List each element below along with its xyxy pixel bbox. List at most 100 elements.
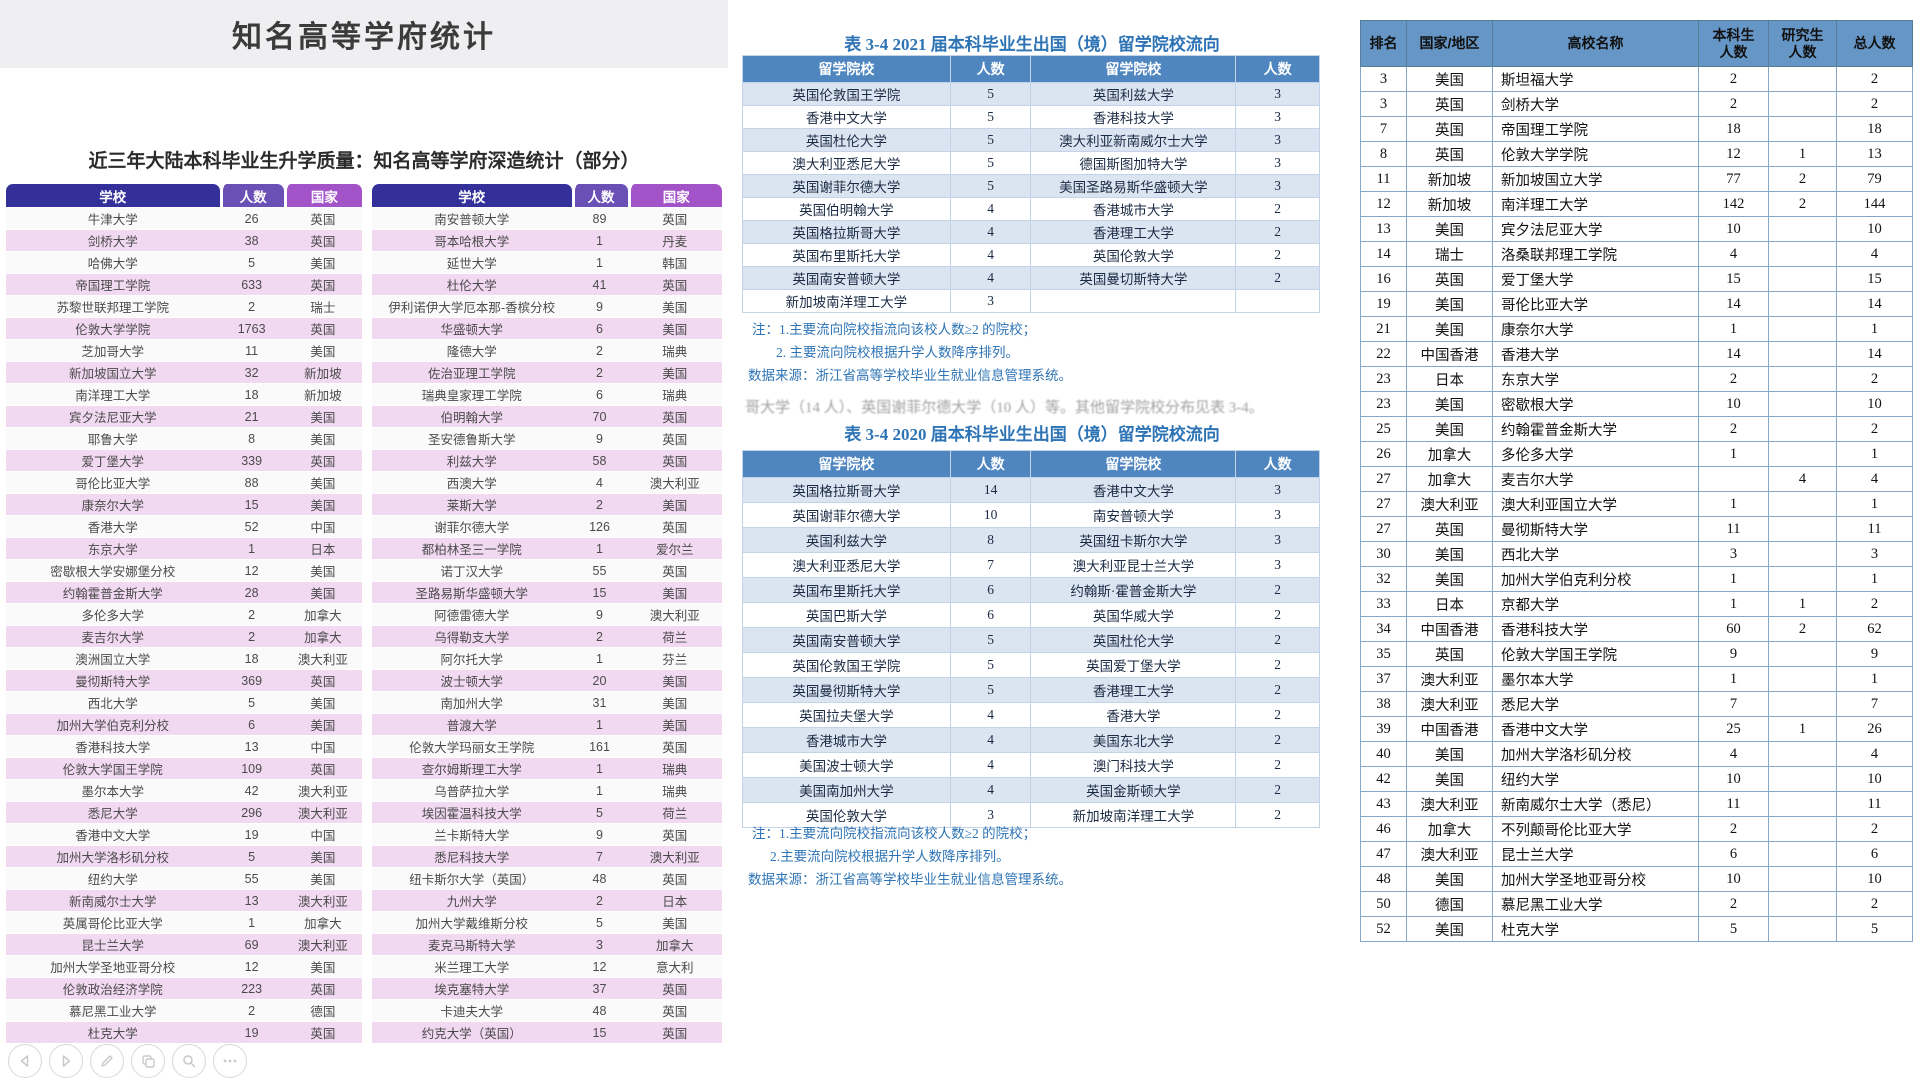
table-cell: 英国 <box>283 978 362 999</box>
table-cell: 2 <box>1836 891 1913 917</box>
table-cell: 慕尼黑工业大学 <box>6 1000 220 1021</box>
table-cell: 2 <box>1235 602 1320 628</box>
table-row: 瑞典皇家理工学院 6 瑞典 <box>372 384 722 405</box>
table-cell: 6 <box>949 602 1032 628</box>
col-header-undergrad: 本科生 人数 <box>1698 20 1769 67</box>
table-cell: 1 <box>571 252 628 273</box>
table-cell: 九州大学 <box>372 890 572 911</box>
table-cell: 美国 <box>283 692 362 713</box>
table-cell <box>1768 241 1837 267</box>
table-cell: 澳洲国立大学 <box>6 648 220 669</box>
table-cell <box>1768 741 1837 767</box>
zoom-button[interactable] <box>172 1044 206 1078</box>
table-cell: 1 <box>1698 491 1769 517</box>
table-cell: 中国香港 <box>1406 716 1493 742</box>
table-cell: 都柏林圣三一学院 <box>372 538 572 559</box>
table-row: 38 澳大利亚 悉尼大学 7 7 <box>1360 691 1913 717</box>
table-cell: 33 <box>1360 591 1407 617</box>
table-cell: 美国 <box>283 340 362 361</box>
table-cell: 3 <box>1235 128 1320 152</box>
magnifier-icon <box>183 1055 196 1068</box>
table-cell: 美国 <box>1406 391 1493 417</box>
table-cell: 澳大利亚 <box>283 890 362 911</box>
table-cell: 剑桥大学 <box>6 230 220 251</box>
table-row: 英国南安普顿大学 4 英国曼切斯特大学 2 <box>742 266 1320 290</box>
table-2020-source: 数据来源：浙江省高等学校毕业生就业信息管理系统。 <box>748 872 1072 887</box>
table-cell: 1 <box>1768 141 1837 167</box>
table-cell: 中国 <box>283 516 362 537</box>
table-cell: 4 <box>1698 741 1769 767</box>
table-cell: 澳大利亚昆士兰大学 <box>1030 552 1237 578</box>
table-cell: 南安普顿大学 <box>1030 502 1237 528</box>
table-cell: 42 <box>219 780 284 801</box>
left-subtitle: 近三年大陆本科毕业生升学质量：知名高等学府深造统计（部分） <box>88 151 640 172</box>
table-cell: 麦克马斯特大学 <box>372 934 572 955</box>
edit-button[interactable] <box>90 1044 124 1078</box>
table-cell: 加州大学洛杉矶分校 <box>1492 741 1699 767</box>
col-header-count: 人数 <box>949 55 1032 83</box>
table-cell <box>1768 841 1837 867</box>
table-cell: 美国 <box>283 846 362 867</box>
table-cell: 普渡大学 <box>372 714 572 735</box>
table-cell: 曼彻斯特大学 <box>6 670 220 691</box>
table-cell: 西北大学 <box>1492 541 1699 567</box>
table-cell: 澳大利亚 <box>283 802 362 823</box>
table-row: 帝国理工学院 633 英国 <box>6 274 362 295</box>
table-cell: 21 <box>219 406 284 427</box>
previous-button[interactable] <box>8 1044 42 1078</box>
table-cell: 2 <box>571 340 628 361</box>
next-button[interactable] <box>49 1044 83 1078</box>
table-cell: 5 <box>949 128 1032 152</box>
table-cell: 华盛顿大学 <box>372 318 572 339</box>
table-cell: 莱斯大学 <box>372 494 572 515</box>
more-button[interactable] <box>213 1044 247 1078</box>
table-cell: 2 <box>1698 66 1769 92</box>
table-cell: 英国伦敦大学 <box>1030 243 1237 267</box>
table-cell: 12 <box>219 956 284 977</box>
table-row: 密歇根大学安娜堡分校 12 美国 <box>6 560 362 581</box>
table-cell: 约翰霍普金斯大学 <box>1492 416 1699 442</box>
table-row: 约克大学（英国） 15 英国 <box>372 1022 722 1043</box>
table-cell: 英国曼切斯特大学 <box>1030 266 1237 290</box>
table-row: 伦敦大学国王学院 109 英国 <box>6 758 362 779</box>
table-cell: 5 <box>219 846 284 867</box>
table-row: 英国南安普顿大学 5 英国杜伦大学 2 <box>742 627 1320 653</box>
table-cell: 31 <box>571 692 628 713</box>
table-cell: 32 <box>1360 566 1407 592</box>
table-cell: 美国圣路易斯华盛顿大学 <box>1030 174 1237 198</box>
table-cell: 5 <box>949 652 1032 678</box>
table-row: 都柏林圣三一学院 1 爱尔兰 <box>372 538 722 559</box>
table-cell: 埃克塞特大学 <box>372 978 572 999</box>
table-cell: 香港大学 <box>1030 702 1237 728</box>
table-cell: 2 <box>1698 91 1769 117</box>
table-cell: 4 <box>1768 466 1837 492</box>
table-cell: 日本 <box>1406 591 1493 617</box>
table-row: 新加坡国立大学 32 新加坡 <box>6 362 362 383</box>
table-row: 佐治亚理工学院 2 美国 <box>372 362 722 383</box>
table-row: 34 中国香港 香港科技大学 60 2 62 <box>1360 616 1913 642</box>
table-cell: 英国 <box>627 450 722 471</box>
table-cell: 4 <box>949 266 1032 290</box>
table-cell: 瑞典 <box>627 758 722 779</box>
table-row: 英属哥伦比亚大学 1 加拿大 <box>6 912 362 933</box>
table-cell: 麦吉尔大学 <box>1492 466 1699 492</box>
table-cell: 30 <box>1360 541 1407 567</box>
table-cell: 9 <box>571 428 628 449</box>
table-cell: 4 <box>949 702 1032 728</box>
table-row: 英国曼彻斯特大学 5 香港理工大学 2 <box>742 677 1320 703</box>
table-cell: 香港中文大学 <box>1492 716 1699 742</box>
table-cell: 89 <box>571 208 628 229</box>
table-2020-note-2: 2.主要流向院校根据升学人数降序排列。 <box>770 849 1010 864</box>
table-cell <box>1768 816 1837 842</box>
table-cell: 中国 <box>283 824 362 845</box>
ranking-table: 排名 国家/地区 高校名称 本科生 人数 研究生 人数 总人数 3 美国 斯坦福大学… <box>1360 20 1913 942</box>
table-cell: 英国 <box>283 274 362 295</box>
table-cell: 38 <box>219 230 284 251</box>
table-2021-note-2: 2. 主要流向院校根据升学人数降序排列。 <box>776 345 1019 360</box>
table-cell: 美国 <box>283 956 362 977</box>
table-cell: 英属哥伦比亚大学 <box>6 912 220 933</box>
table-cell: 2 <box>1235 577 1320 603</box>
copy-button[interactable] <box>131 1044 165 1078</box>
table-cell: 英国 <box>283 1022 362 1043</box>
table-cell: 新加坡南洋理工大学 <box>742 289 951 313</box>
